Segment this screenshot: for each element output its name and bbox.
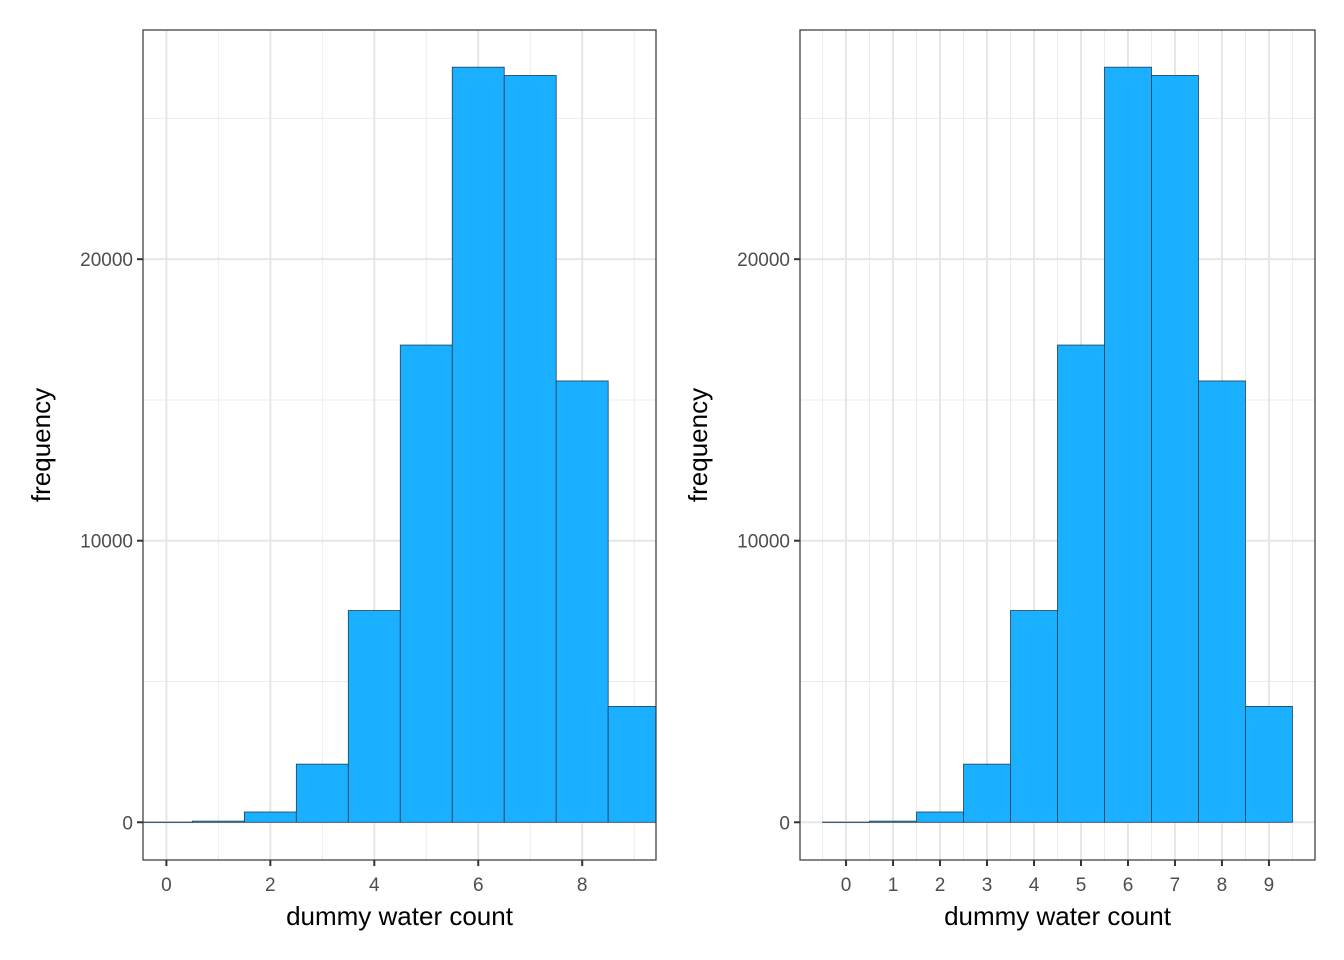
- panel-1: 0 10000 20000 0 2 4 6 8 dummy water count frequen…: [26, 29, 657, 931]
- bar-6: [1104, 66, 1152, 823]
- x-tick-label: 1: [888, 875, 899, 896]
- bar-2: [243, 811, 297, 823]
- bar-4: [1010, 610, 1058, 823]
- x-tick-label: 2: [265, 875, 276, 896]
- bar-4: [347, 610, 401, 823]
- panel-border: [142, 29, 657, 861]
- bar-7: [503, 75, 557, 823]
- x-tick-label: 8: [1217, 875, 1228, 896]
- bars: [143, 66, 656, 823]
- bar-3: [295, 763, 349, 823]
- x-axis-title: dummy water count: [286, 901, 514, 931]
- bar-7: [1151, 75, 1199, 823]
- x-tick-label: 8: [577, 875, 588, 896]
- y-tick-label: 10000: [737, 532, 790, 553]
- y-axis-title: frequency: [26, 388, 56, 502]
- bar-2: [916, 811, 964, 823]
- x-tick-label: 3: [982, 875, 993, 896]
- bars: [822, 66, 1293, 823]
- bar-8: [1198, 380, 1246, 823]
- y-tick-label: 20000: [737, 250, 790, 271]
- x-tick-label: 0: [841, 875, 852, 896]
- x-tick-label: 4: [1029, 875, 1040, 896]
- x-tick-label: 7: [1170, 875, 1181, 896]
- x-tick-label: 6: [1123, 875, 1134, 896]
- x-tick-label: 4: [369, 875, 380, 896]
- x-tick-label: 9: [1264, 875, 1275, 896]
- bar-5: [399, 344, 453, 823]
- panel-border: [799, 29, 1316, 861]
- bar-8: [555, 380, 609, 823]
- y-tick-label: 20000: [80, 250, 133, 271]
- y-tick-label: 0: [779, 813, 790, 834]
- x-tick-label: 5: [1076, 875, 1087, 896]
- x-axis-title: dummy water count: [944, 901, 1172, 931]
- bar-9: [1245, 706, 1293, 823]
- bar-9: [607, 706, 656, 823]
- bar-6: [451, 66, 505, 823]
- y-tick-label: 10000: [80, 532, 133, 553]
- x-tick-label: 6: [473, 875, 484, 896]
- panel-2: 0 10000 20000 0 1 2 3 4 5 6 7 8 9 dummy water count fr…: [683, 29, 1316, 931]
- x-tick-label: 2: [935, 875, 946, 896]
- bar-5: [1057, 344, 1105, 823]
- bar-1: [869, 820, 917, 823]
- x-tick-label: 0: [161, 875, 172, 896]
- bar-3: [963, 763, 1011, 823]
- y-tick-label: 0: [122, 813, 133, 834]
- bar-1: [191, 820, 245, 823]
- y-axis-title: frequency: [683, 388, 713, 502]
